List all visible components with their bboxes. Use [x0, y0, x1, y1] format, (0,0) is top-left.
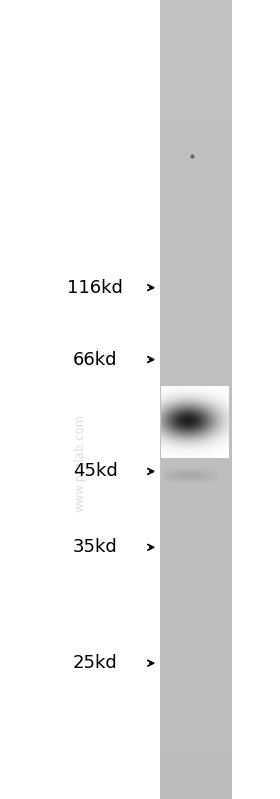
Text: 25kd: 25kd [73, 654, 118, 672]
Text: 116kd: 116kd [67, 279, 123, 296]
Text: 66kd: 66kd [73, 351, 117, 368]
Text: 45kd: 45kd [73, 463, 118, 480]
Text: www.ptglab.com: www.ptglab.com [73, 415, 86, 512]
Text: 35kd: 35kd [73, 539, 118, 556]
